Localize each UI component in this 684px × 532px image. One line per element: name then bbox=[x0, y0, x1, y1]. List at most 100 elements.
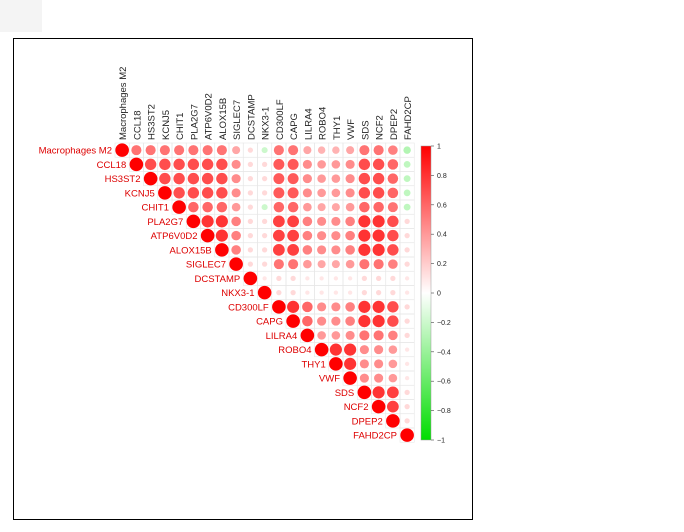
corr-circle-0-12 bbox=[288, 145, 299, 156]
corr-circle-9-14 bbox=[319, 276, 324, 281]
corr-circle-3-13 bbox=[302, 188, 312, 198]
row-label: THY1 bbox=[301, 359, 325, 370]
corr-circle-7-16 bbox=[345, 245, 355, 255]
corr-circle-7-13 bbox=[302, 245, 313, 255]
corr-circle-6-20 bbox=[404, 232, 410, 239]
corr-circle-6-9 bbox=[247, 232, 254, 239]
row-label: ATP6V0D2 bbox=[151, 231, 198, 242]
corr-circle-10-11 bbox=[276, 289, 282, 296]
corr-circle-6-13 bbox=[302, 230, 313, 241]
col-label: NKX3-1 bbox=[261, 107, 272, 140]
row-label: CCL18 bbox=[97, 160, 127, 171]
row-label: DCSTAMP bbox=[195, 274, 241, 285]
corr-circle-4-13 bbox=[303, 202, 312, 212]
corr-circle-9-10 bbox=[262, 276, 267, 281]
corr-circle-0-20 bbox=[403, 146, 411, 154]
plot-frame bbox=[13, 38, 473, 520]
corr-circle-3-4 bbox=[173, 187, 185, 199]
corr-circle-18-20 bbox=[404, 403, 410, 410]
corr-circle-17-19 bbox=[386, 386, 399, 399]
corr-circle-11-16 bbox=[345, 302, 355, 312]
corr-circle-12-14 bbox=[317, 316, 327, 326]
col-label: ALOX15B bbox=[218, 98, 229, 140]
corr-circle-10-13 bbox=[305, 290, 310, 295]
corr-circle-1-1 bbox=[129, 157, 144, 172]
colorbar bbox=[420, 145, 432, 441]
col-label: Macrophages M2 bbox=[118, 67, 129, 140]
row-label: PLA2G7 bbox=[147, 217, 183, 228]
corr-circle-6-7 bbox=[215, 229, 228, 242]
corr-circle-9-16 bbox=[347, 276, 353, 281]
corr-circle-16-19 bbox=[388, 373, 398, 383]
corr-circle-3-16 bbox=[345, 188, 355, 198]
row-label: ROBO4 bbox=[278, 345, 311, 356]
row-label: DPEP2 bbox=[352, 416, 383, 427]
corr-circle-12-13 bbox=[302, 315, 313, 327]
colorbar-tick-label: −0.4 bbox=[437, 349, 451, 356]
corr-circle-10-14 bbox=[319, 290, 324, 295]
corr-circle-2-12 bbox=[287, 173, 299, 185]
corr-circle-10-18 bbox=[375, 289, 382, 296]
corr-circle-7-10 bbox=[261, 247, 268, 253]
corr-circle-18-18 bbox=[371, 399, 386, 414]
corr-circle-9-11 bbox=[276, 275, 282, 282]
corr-circle-10-12 bbox=[290, 289, 296, 296]
col-label: HS3ST2 bbox=[147, 104, 158, 140]
corr-circle-19-20 bbox=[404, 418, 410, 424]
corr-circle-4-10 bbox=[261, 204, 268, 211]
corr-circle-10-16 bbox=[347, 290, 353, 295]
col-label: CAPG bbox=[289, 113, 300, 140]
corr-circle-3-18 bbox=[372, 187, 385, 199]
row-label: CD300LF bbox=[228, 302, 269, 313]
corr-circle-7-8 bbox=[231, 245, 241, 255]
corr-circle-1-16 bbox=[345, 159, 355, 169]
corr-circle-2-19 bbox=[387, 173, 399, 184]
corr-circle-3-8 bbox=[231, 188, 241, 198]
corr-circle-0-4 bbox=[174, 145, 185, 156]
col-label: PLA2G7 bbox=[189, 104, 200, 140]
corr-circle-12-20 bbox=[404, 318, 410, 324]
corr-circle-1-11 bbox=[273, 158, 285, 170]
corr-circle-2-8 bbox=[231, 174, 241, 184]
corr-circle-14-17 bbox=[359, 345, 369, 355]
corr-circle-8-17 bbox=[359, 259, 370, 270]
col-label: CCL18 bbox=[132, 110, 143, 140]
corr-circle-0-15 bbox=[332, 146, 340, 154]
corr-circle-4-12 bbox=[287, 201, 299, 213]
corr-circle-4-5 bbox=[188, 201, 199, 213]
corr-circle-15-20 bbox=[404, 361, 410, 367]
corr-circle-7-18 bbox=[372, 243, 385, 256]
corr-circle-4-18 bbox=[373, 201, 384, 213]
corr-circle-15-16 bbox=[344, 357, 357, 370]
corr-circle-11-19 bbox=[387, 301, 399, 313]
corr-circle-0-0 bbox=[115, 143, 129, 157]
colorbar-tick-label: 0.4 bbox=[437, 232, 447, 239]
corr-circle-0-6 bbox=[202, 145, 213, 156]
col-label: CD300LF bbox=[275, 99, 286, 140]
corr-circle-1-19 bbox=[387, 159, 399, 170]
corr-circle-0-7 bbox=[216, 145, 227, 156]
corr-circle-5-12 bbox=[287, 215, 300, 228]
corr-circle-2-11 bbox=[273, 173, 285, 185]
colorbar-tick-label: 1 bbox=[437, 144, 441, 151]
corr-circle-6-10 bbox=[261, 232, 268, 239]
corr-circle-4-11 bbox=[273, 201, 285, 213]
corr-circle-2-2 bbox=[143, 171, 158, 186]
corr-circle-2-14 bbox=[317, 174, 326, 183]
corr-circle-12-12 bbox=[286, 314, 300, 328]
corr-circle-2-17 bbox=[358, 172, 371, 185]
corr-circle-8-18 bbox=[373, 259, 384, 270]
corr-circle-6-15 bbox=[331, 231, 341, 241]
corr-circle-0-8 bbox=[232, 146, 241, 155]
corr-circle-4-15 bbox=[331, 203, 340, 212]
corr-circle-6-17 bbox=[358, 229, 371, 242]
corr-circle-1-5 bbox=[187, 158, 200, 171]
corr-circle-5-15 bbox=[331, 216, 341, 226]
row-label: LILRA4 bbox=[266, 331, 298, 342]
corr-circle-15-18 bbox=[374, 359, 384, 369]
colorbar-tick-label: −0.2 bbox=[437, 320, 451, 327]
corr-circle-5-5 bbox=[186, 214, 201, 229]
corr-circle-7-12 bbox=[287, 243, 300, 256]
colorbar-tick-label: −0.8 bbox=[437, 408, 451, 415]
corr-circle-8-10 bbox=[261, 261, 268, 267]
